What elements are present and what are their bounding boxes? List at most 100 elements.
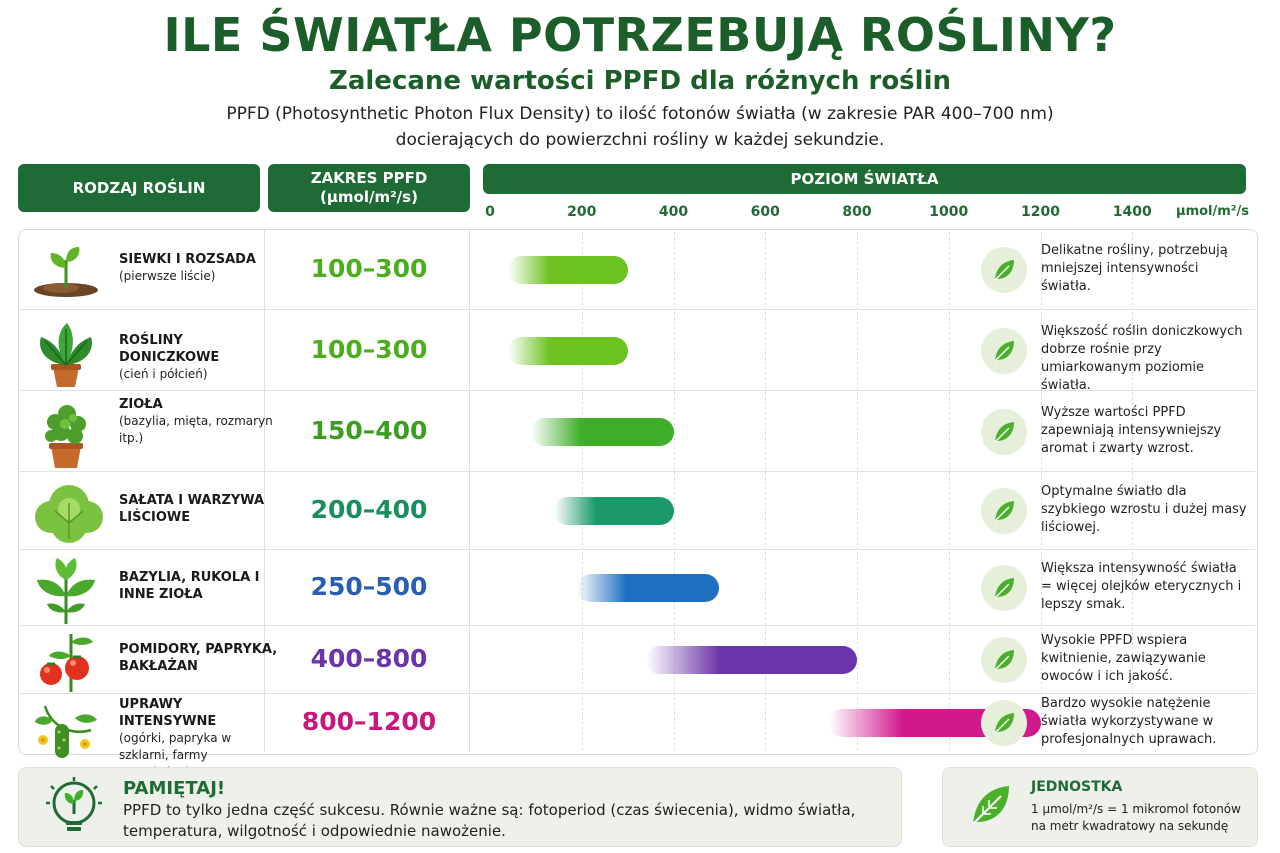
basil-icon	[31, 556, 101, 624]
lettuce-icon	[31, 479, 103, 543]
row-divider	[19, 549, 1255, 550]
plant-name-title: POMIDORY, PAPRYKA, BAKŁAŻAN	[119, 642, 278, 674]
intro-text: PPFD (Photosynthetic Photon Flux Density…	[140, 101, 1140, 153]
ppfd-range-value: 100–300	[310, 254, 428, 283]
unit-title: JEDNOSTKA	[1031, 779, 1123, 795]
header-range-title: ZAKRES PPFD	[310, 169, 428, 187]
x-tick-label: 1400	[1112, 204, 1152, 220]
unit-text: 1 µmol/m²/s = 1 mikromol fotonów na metr…	[1031, 802, 1241, 833]
ppfd-range-value: 150–400	[310, 415, 428, 445]
column-divider	[264, 550, 265, 626]
plant-name-title: BAZYLIA, RUKOLA I INNE ZIOŁA	[119, 570, 260, 602]
plant-name-subtitle: (pierwsze liście)	[119, 269, 216, 283]
herb-pot-icon	[31, 400, 101, 468]
gridline	[581, 232, 583, 750]
header-ppfd-range: ZAKRES PPFD (µmol/m²/s)	[268, 164, 470, 212]
row-divider	[19, 693, 1255, 694]
intro-line-2: docierających do powierzchni rośliny w k…	[395, 130, 885, 150]
ppfd-range-bar	[507, 256, 628, 284]
gridline	[1132, 232, 1134, 750]
gridline	[765, 232, 767, 750]
row-note: Większa intensywność światła = więcej ol…	[1041, 561, 1242, 612]
ppfd-table	[18, 229, 1258, 755]
plant-name-title: ZIOŁA	[119, 396, 163, 412]
x-tick-label: 600	[750, 204, 780, 220]
column-divider	[264, 626, 265, 694]
column-divider	[264, 694, 265, 752]
column-divider	[264, 310, 265, 391]
column-divider	[469, 472, 470, 550]
plant-name-title: ROŚLINY DONICZKOWE	[119, 332, 220, 365]
ppfd-range-value: 800–1200	[301, 707, 437, 736]
header-range-unit: (µmol/m²/s)	[320, 188, 418, 206]
gridline	[673, 232, 675, 750]
column-divider	[264, 230, 265, 310]
leaf-icon	[981, 565, 1027, 611]
ppfd-row: POMIDORY, PAPRYKA, BAKŁAŻAN 400–800 Wysoki…	[19, 626, 1255, 694]
row-divider	[19, 390, 1255, 391]
column-divider	[469, 230, 470, 310]
row-note: Wysokie PPFD wspiera kwitnienie, zawiązy…	[1041, 633, 1206, 684]
plant-name-title: SIEWKI I ROZSADA	[119, 252, 256, 267]
ppfd-row: SIEWKI I ROZSADA (pierwsze liście) 100–300…	[19, 230, 1255, 310]
x-tick-label: 1000	[929, 204, 969, 220]
remember-text: PPFD to tylko jedna część sukcesu. Równi…	[123, 801, 856, 840]
column-divider	[469, 550, 470, 626]
gridline	[948, 232, 950, 750]
column-divider	[469, 310, 470, 391]
x-tick-label: 800	[842, 204, 872, 220]
ppfd-row: SAŁATA I WARZYWA LIŚCIOWE 200–400 Optymaln…	[19, 472, 1255, 550]
tomato-icon	[31, 628, 101, 692]
ppfd-row: ROŚLINY DONICZKOWE (cień i półcień) 100–30…	[19, 310, 1255, 393]
x-tick-label: 1200	[1021, 204, 1060, 220]
row-divider	[19, 471, 1255, 472]
leaf-icon	[981, 408, 1027, 455]
row-note: Delikatne rośliny, potrzebują mniejszej …	[1041, 243, 1228, 294]
leaf-icon	[981, 700, 1027, 746]
ppfd-range-bar	[645, 646, 857, 674]
remember-box: PAMIĘTAJ! PPFD to tylko jedna część sukc…	[18, 767, 902, 847]
plant-name-title: SAŁATA I WARZYWA LIŚCIOWE	[119, 493, 265, 525]
header-light-level: POZIOM ŚWIATŁA	[483, 164, 1246, 194]
plant-name-title: UPRAWY INTENSYWNE	[119, 697, 217, 729]
row-note: Większość roślin doniczkowych dobrze roś…	[1041, 323, 1243, 393]
x-axis-unit: µmol/m²/s	[1176, 204, 1249, 219]
plant-name-subtitle: (bazylia, mięta, rozmaryn itp.)	[119, 413, 273, 445]
leaf-icon	[965, 780, 1015, 830]
column-divider	[264, 391, 265, 472]
unit-box: JEDNOSTKA 1 µmol/m²/s = 1 mikromol foton…	[942, 767, 1258, 847]
seedling-icon	[31, 238, 101, 298]
column-divider	[264, 472, 265, 550]
lightbulb-plant-icon	[43, 776, 105, 838]
page-subtitle: Zalecane wartości PPFD dla różnych rośli…	[329, 66, 951, 96]
column-divider	[469, 626, 470, 694]
ppfd-row: UPRAWY INTENSYWNE (ogórki, papryka w szkl…	[19, 694, 1255, 779]
row-divider	[19, 625, 1255, 626]
plant-name: SIEWKI I ROZSADA (pierwsze liście)	[119, 251, 279, 285]
plant-name: ROŚLINY DONICZKOWE (cień i półcień)	[119, 332, 279, 383]
page-title: ILE ŚWIATŁA POTRZEBUJĄ ROŚLINY?	[163, 8, 1117, 62]
intro-line-1: PPFD (Photosynthetic Photon Flux Density…	[226, 104, 1054, 124]
ppfd-range-bar	[530, 417, 674, 446]
ppfd-row: BAZYLIA, RUKOLA I INNE ZIOŁA 250–500 Więks…	[19, 550, 1255, 626]
plant-name-subtitle: (cień i półcień)	[119, 366, 208, 381]
leaf-icon	[981, 637, 1027, 683]
ppfd-range-value: 250–500	[310, 572, 428, 601]
leaf-icon	[981, 488, 1027, 534]
leaf-icon	[981, 327, 1027, 374]
plant-name: POMIDORY, PAPRYKA, BAKŁAŻAN	[119, 641, 279, 675]
row-note: Wyższe wartości PPFD zapewniają intensyw…	[1041, 404, 1222, 456]
x-tick-label: 400	[658, 204, 689, 220]
column-divider	[469, 694, 470, 752]
row-note: Bardzo wysokie natężenie światła wykorzy…	[1041, 696, 1217, 747]
cucumber-icon	[31, 696, 101, 758]
column-divider	[469, 391, 470, 472]
gridline	[1040, 232, 1042, 750]
plant-name: ZIOŁA (bazylia, mięta, rozmaryn itp.)	[119, 396, 279, 447]
potted-plant-icon	[31, 319, 101, 387]
header-plant-type: RODZAJ ROŚLIN	[18, 164, 260, 212]
plant-name: SAŁATA I WARZYWA LIŚCIOWE	[119, 492, 279, 526]
leaf-icon	[981, 247, 1027, 293]
row-note: Optymalne światło dla szybkiego wzrostu …	[1041, 484, 1247, 535]
plant-name: BAZYLIA, RUKOLA I INNE ZIOŁA	[119, 569, 279, 603]
